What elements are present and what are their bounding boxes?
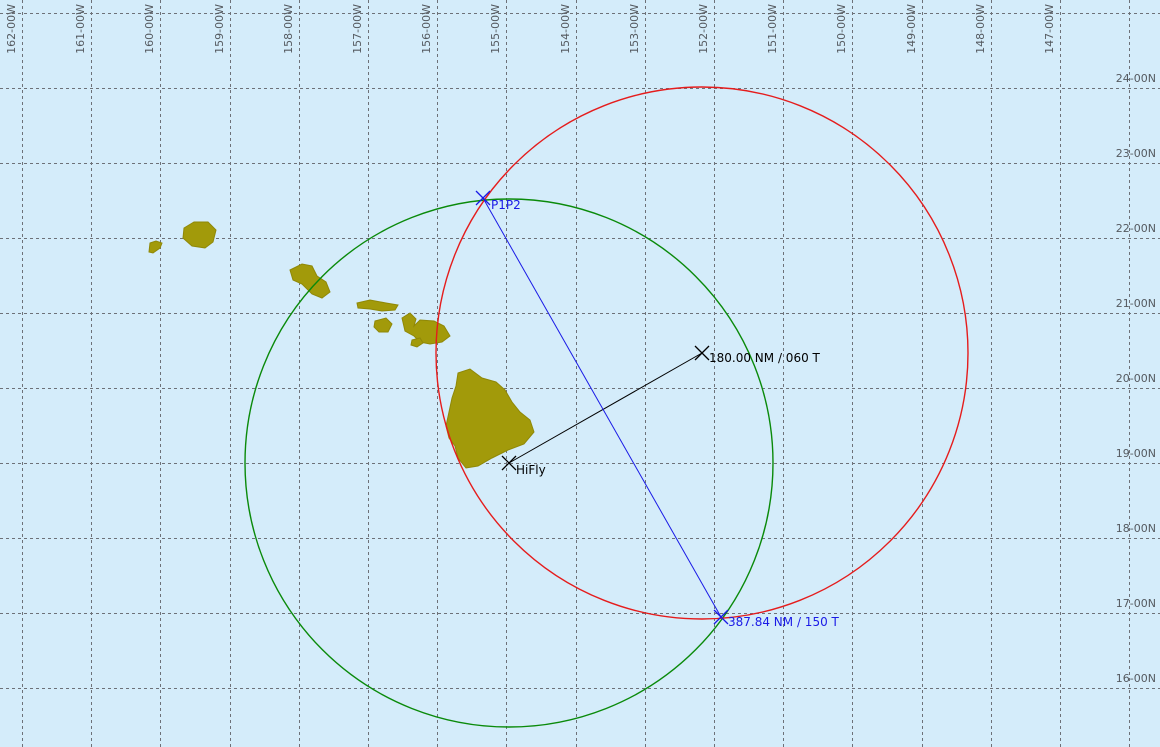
longitude-label: 148-00W — [974, 4, 987, 54]
red-range-circle — [435, 86, 969, 620]
latitude-label: 24-00N — [1116, 72, 1156, 85]
waypoint-label-hifly: HiFly — [516, 463, 546, 477]
island-kauai — [182, 221, 217, 249]
latitude-labels: 24-00N 23-00N 22-00N 21-00N 20-00N 19-00N 18-0… — [1116, 72, 1156, 685]
longitude-label: 153-00W — [628, 4, 641, 54]
longitude-label: 156-00W — [420, 4, 433, 54]
bearing-line — [508, 352, 703, 464]
island-oahu — [289, 263, 331, 299]
waypoint-label-intersection-2: 387.84 NM / 150 T — [728, 615, 840, 629]
longitude-label: 154-00W — [559, 4, 572, 54]
longitude-label: 155-00W — [489, 4, 502, 54]
latitude-label: 19-00N — [1116, 447, 1156, 460]
waypoint-label-p1p2: P1P2 — [491, 198, 521, 212]
x-marker-icon — [694, 345, 710, 361]
island-niihau — [148, 240, 163, 254]
longitude-label: 158-00W — [282, 4, 295, 54]
longitude-label: 160-00W — [143, 4, 156, 54]
waypoint-projection[interactable]: 180.00 NM / 060 T — [694, 345, 821, 365]
latitude-label: 21-00N — [1116, 297, 1156, 310]
intersection-chord-line — [482, 197, 722, 618]
latitude-label: 20-00N — [1116, 372, 1156, 385]
green-range-circle — [244, 198, 774, 728]
x-marker-icon — [713, 609, 729, 625]
latitude-label: 16-00N — [1116, 672, 1156, 685]
waypoint-label-projection: 180.00 NM / 060 T — [709, 351, 821, 365]
island-molokai — [356, 299, 399, 312]
island-hawaii — [445, 368, 535, 469]
longitude-label: 161-00W — [74, 4, 87, 54]
latitude-label: 18-00N — [1116, 522, 1156, 535]
island-maui — [401, 312, 451, 345]
longitude-label: 162-00W — [5, 4, 18, 54]
latitude-label: 22-00N — [1116, 222, 1156, 235]
longitude-label: 157-00W — [351, 4, 364, 54]
x-marker-icon — [475, 190, 491, 206]
longitude-labels: 162-00W 161-00W 160-00W 159-00W 158-00W 157-0… — [5, 4, 1056, 54]
waypoint-intersection-2[interactable]: 387.84 NM / 150 T — [713, 609, 840, 629]
waypoint-p1p2[interactable]: P1P2 — [475, 190, 521, 212]
longitude-label: 147-00W — [1043, 4, 1056, 54]
hawaiian-islands — [148, 221, 535, 469]
waypoint-hifly[interactable]: HiFly — [501, 455, 546, 477]
longitude-label: 150-00W — [835, 4, 848, 54]
longitude-label: 149-00W — [905, 4, 918, 54]
x-marker-icon — [501, 455, 517, 471]
latitude-label: 23-00N — [1116, 147, 1156, 160]
island-lanai — [373, 317, 393, 333]
longitude-label: 151-00W — [766, 4, 779, 54]
island-kahoolawe — [410, 337, 424, 348]
latitude-label: 17-00N — [1116, 597, 1156, 610]
longitude-label: 159-00W — [213, 4, 226, 54]
longitude-label: 152-00W — [697, 4, 710, 54]
